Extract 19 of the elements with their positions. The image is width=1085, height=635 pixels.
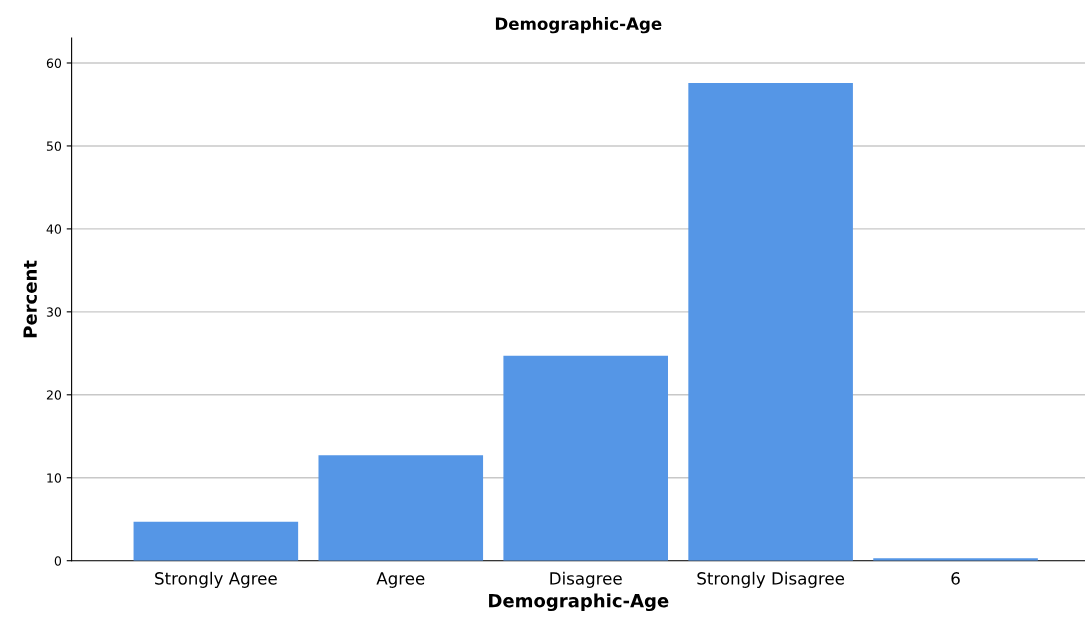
y-tick-label: 10 bbox=[47, 473, 62, 483]
y-tick-label: 20 bbox=[46, 390, 62, 400]
y-tick-label: 50 bbox=[46, 141, 62, 151]
y-tick-label: 0 bbox=[54, 556, 62, 566]
chart-title: Demographic-Age bbox=[495, 17, 662, 34]
y-tick-label: 60 bbox=[46, 58, 62, 68]
bar bbox=[318, 455, 484, 561]
x-tick-label: Strongly Disagree bbox=[697, 571, 845, 588]
x-axis-title: Demographic-Age bbox=[489, 593, 669, 612]
bar bbox=[503, 355, 668, 561]
bar bbox=[688, 82, 853, 561]
y-tick-label: 40 bbox=[46, 224, 62, 234]
x-tick-label: Agree bbox=[376, 572, 425, 588]
x-tick-label: 6 bbox=[951, 572, 960, 585]
x-tick-label: Disagree bbox=[550, 571, 622, 588]
x-tick-label: Strongly Agree bbox=[155, 571, 277, 588]
bar bbox=[133, 521, 299, 561]
y-tick-label: 30 bbox=[46, 307, 62, 317]
y-axis-title: Percent bbox=[23, 260, 37, 338]
